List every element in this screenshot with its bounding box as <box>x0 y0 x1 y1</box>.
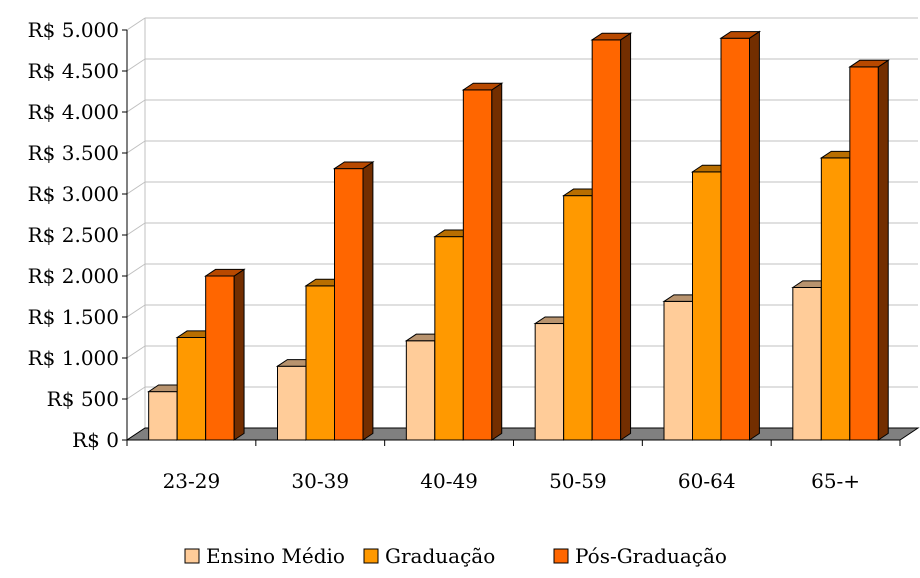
bar-top <box>332 161 375 170</box>
legend-item-gradua-o: Graduação <box>363 544 495 568</box>
bar-front <box>663 300 693 441</box>
grid-depth-line <box>126 263 146 277</box>
legend-item-ensino-m-dio: Ensino Médio <box>184 544 345 568</box>
bar-p-s-gradua-o-40-49 <box>461 82 504 441</box>
x-category-label: 30-39 <box>291 469 349 493</box>
bar-front <box>692 171 722 441</box>
bar-p-s-gradua-o-50-59 <box>590 32 633 441</box>
grid-depth-line <box>126 386 146 400</box>
bar-side <box>620 32 632 441</box>
bar-top <box>204 268 246 277</box>
grid-depth-line <box>126 304 146 318</box>
grid-depth-line <box>126 140 146 154</box>
bar-front <box>434 236 464 441</box>
bar-side <box>233 268 245 441</box>
grid-depth-line <box>126 99 146 113</box>
bar-front <box>176 337 207 441</box>
x-category-label: 40-49 <box>420 469 478 493</box>
grid-depth-line <box>126 58 146 72</box>
bar-front <box>820 157 851 441</box>
bar-front <box>277 365 307 441</box>
legend: Ensino Médio Graduação Pós-Graduação <box>184 544 727 568</box>
legend-swatch <box>184 548 200 564</box>
bar-side <box>362 161 374 441</box>
grid-depth-line <box>126 222 146 236</box>
grid-depth-line <box>126 345 146 359</box>
y-tick-label: R$ 3.500 <box>28 141 119 165</box>
y-tick-label: R$ 0 <box>72 428 119 452</box>
x-category-label: 23-29 <box>163 469 221 493</box>
x-category-label: 50-59 <box>549 469 607 493</box>
bar-p-s-gradua-o-23-29 <box>204 268 246 441</box>
bar-side <box>749 30 760 441</box>
bar-side <box>491 82 503 441</box>
bar-front <box>849 66 879 441</box>
y-tick-label: R$ 2.500 <box>28 223 119 247</box>
legend-label: Ensino Médio <box>206 544 345 568</box>
bar-front <box>563 195 593 441</box>
bar-top <box>590 32 633 41</box>
bar-front <box>462 89 493 441</box>
legend-label: Pós-Graduação <box>575 544 727 568</box>
legend-item-p-s-gradua-o: Pós-Graduação <box>553 544 727 568</box>
bar-front <box>148 391 178 441</box>
bar-top <box>848 59 890 68</box>
legend-label: Graduação <box>385 544 495 568</box>
y-tick-label: R$ 2.000 <box>28 264 119 288</box>
bar-front <box>534 323 565 441</box>
grid-depth-line <box>126 17 146 31</box>
bar-front <box>792 286 822 441</box>
axis-layer: R$ 0 R$ 500 R$ 1.000 R$ 1.500 R$ 2.000 R$ 2.5… <box>28 18 901 493</box>
bar-top <box>719 31 762 39</box>
bar-front <box>305 285 335 441</box>
y-tick-label: R$ 5.000 <box>28 18 119 42</box>
bar-front <box>405 340 436 441</box>
grid-layer <box>126 17 918 441</box>
x-category-label: 60-64 <box>678 469 736 493</box>
bar-p-s-gradua-o-30-39 <box>332 161 375 441</box>
y-tick-label: R$ 4.500 <box>28 59 119 83</box>
bar-front <box>720 37 750 441</box>
bars-layer <box>147 30 890 441</box>
x-category-label: 65-+ <box>811 469 860 493</box>
y-tick-label: R$ 500 <box>47 387 119 411</box>
bar-side <box>877 59 889 441</box>
y-tick-label: R$ 1.000 <box>28 346 119 370</box>
y-tick-label: R$ 4.000 <box>28 100 119 124</box>
y-tick-label: R$ 3.000 <box>28 182 119 206</box>
grid-depth-line <box>126 181 146 195</box>
bar-front <box>334 168 364 441</box>
bar-p-s-gradua-o-60-64 <box>719 30 762 441</box>
y-tick-label: R$ 1.500 <box>28 305 119 329</box>
bar-front <box>205 275 235 441</box>
legend-swatch <box>363 548 379 564</box>
legend-swatch <box>553 548 569 564</box>
bar-top <box>461 82 504 91</box>
bar-front <box>591 39 622 441</box>
bar-p-s-gradua-o-65- <box>848 59 890 441</box>
